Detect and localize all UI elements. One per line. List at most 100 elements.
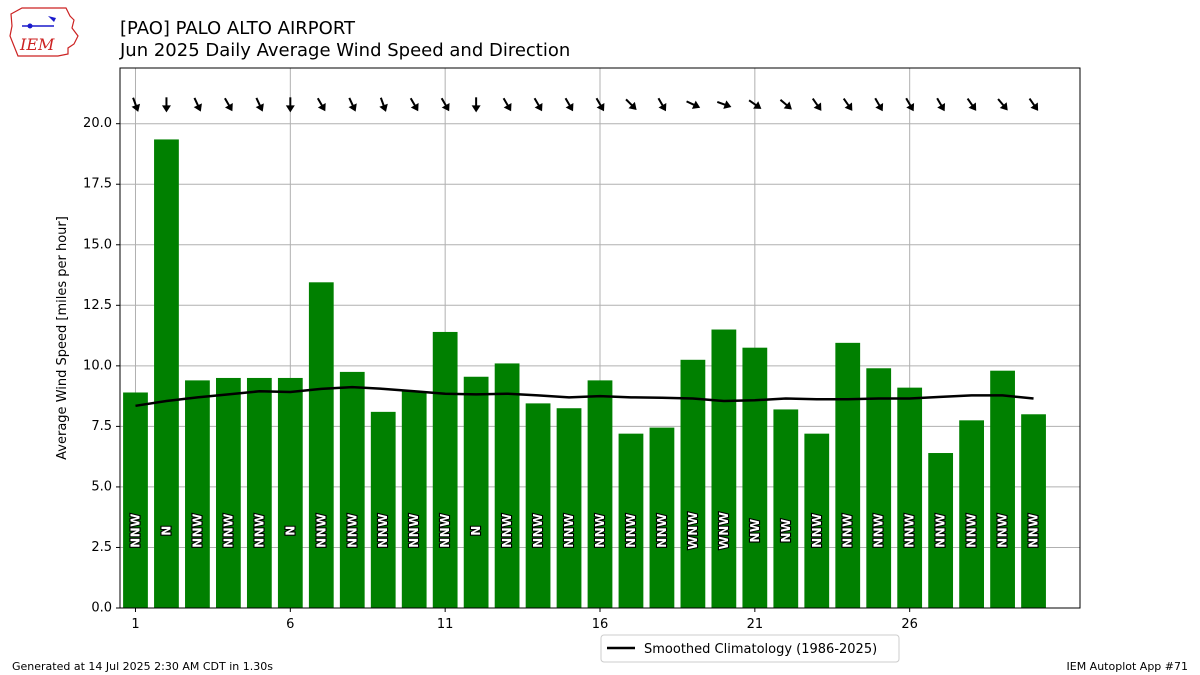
x-tick-label: 21 [747, 617, 764, 632]
arrow-head [723, 100, 732, 109]
bar [897, 387, 923, 608]
x-tick-label: 26 [901, 617, 918, 632]
arrow-head [937, 102, 946, 112]
wind-arrow-icon [842, 98, 853, 111]
wind-arrow-icon [748, 99, 762, 109]
y-tick-label: 7.5 [91, 419, 112, 434]
arrow-head [906, 102, 915, 112]
arrow-head [317, 102, 326, 112]
wind-arrow-icon [874, 97, 884, 112]
y-tick-label: 5.0 [91, 479, 112, 494]
bar [216, 377, 241, 608]
arrow-head [193, 103, 202, 112]
wind-arrow-icon [161, 97, 171, 113]
legend-box [600, 634, 900, 663]
bar [339, 371, 365, 608]
wind-arrow-icon [316, 97, 326, 112]
y-tick-label: 17.5 [83, 177, 112, 192]
bar [959, 420, 984, 608]
bar [525, 403, 551, 608]
arrow-head [658, 102, 667, 112]
direction-label: NNW [593, 513, 607, 548]
direction-label: NNW [934, 513, 948, 548]
bar [711, 329, 737, 608]
arrow-head [410, 102, 419, 112]
y-tick-label: 12.5 [83, 298, 112, 313]
wind-arrow-icon [131, 97, 141, 112]
bar [463, 376, 489, 608]
wind-arrow-icon [997, 98, 1008, 111]
x-tick-label: 11 [437, 617, 454, 632]
wind-arrow-icon [255, 97, 264, 112]
arrow-head [285, 105, 295, 113]
direction-label: NW [748, 518, 762, 542]
bar [185, 380, 210, 608]
direction-label: NNW [252, 513, 266, 548]
arrow-head [628, 101, 637, 110]
arrow-head [783, 101, 792, 110]
wind-arrow-icon [936, 97, 946, 112]
direction-label: NNW [1027, 513, 1041, 548]
wind-arrow-icon [379, 97, 388, 112]
direction-label: WNW [686, 512, 700, 550]
climatology-line [135, 385, 1034, 408]
arrow-head [691, 100, 701, 109]
legend: Smoothed Climatology (1986-2025) [600, 634, 900, 663]
wind-arrow-icon [595, 97, 605, 112]
direction-label: NNW [841, 513, 855, 548]
wind-arrow-icon [471, 97, 481, 113]
bar [154, 139, 179, 608]
direction-label: NNW [190, 513, 204, 548]
arrow-head [968, 102, 977, 111]
direction-label: NNW [128, 513, 142, 548]
iem-logo: IEM [9, 7, 79, 57]
wind-arrow-icon [657, 97, 667, 112]
arrow-head [813, 102, 822, 111]
y-tick-label: 10.0 [83, 358, 112, 373]
x-tick-label: 6 [286, 617, 294, 632]
bar [990, 370, 1015, 608]
direction-label: NNW [376, 513, 390, 548]
arrow-head [348, 103, 357, 112]
arrow-head [441, 102, 450, 112]
direction-label: N [283, 525, 297, 536]
direction-label: NNW [531, 513, 545, 548]
wind-arrow-icon [966, 98, 977, 111]
wind-arrow-icon [440, 97, 450, 112]
bar [556, 408, 582, 608]
bar [618, 433, 644, 608]
bar [370, 411, 396, 608]
wind-arrow-icon [409, 97, 419, 112]
direction-label: NNW [810, 513, 824, 548]
app-credit: IEM Autoplot App #71 [1066, 660, 1189, 673]
bar [866, 368, 892, 608]
x-tick-label: 1 [131, 617, 139, 632]
wind-arrow-icon [224, 97, 233, 112]
wind-arrow-icon [625, 98, 637, 110]
bar [123, 392, 148, 608]
bar [742, 347, 768, 608]
direction-label: N [159, 525, 173, 536]
bar [649, 427, 675, 608]
bar [401, 391, 427, 608]
direction-label: NNW [438, 513, 452, 548]
bar [804, 433, 830, 608]
arrow-head [844, 102, 853, 111]
arrow-head [753, 101, 762, 109]
wind-arrow-icon [502, 97, 512, 112]
wind-arrow-icon [533, 97, 543, 112]
legend-climatology-label: Smoothed Climatology (1986-2025) [644, 642, 877, 657]
direction-label: NNW [903, 513, 917, 548]
direction-label: N [469, 525, 483, 536]
iowa-outline-icon [9, 7, 79, 57]
wind-arrow-icon [905, 97, 915, 112]
arrow-head [1030, 102, 1039, 111]
arrow-head [875, 102, 884, 112]
chart-title-station: [PAO] PALO ALTO AIRPORT [120, 18, 356, 39]
direction-label: NNW [624, 513, 638, 548]
direction-label: NNW [314, 513, 328, 548]
arrow-head [565, 102, 574, 112]
direction-label: NNW [221, 513, 235, 548]
arrow-head [596, 102, 605, 112]
